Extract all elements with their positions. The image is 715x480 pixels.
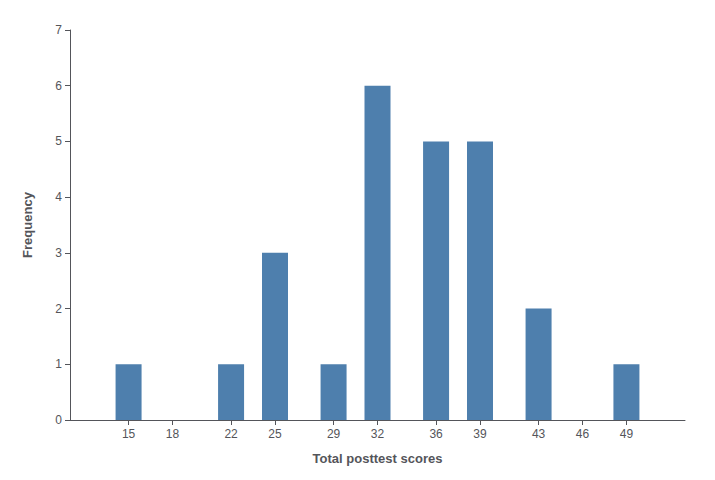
svg-text:36: 36 <box>429 427 443 441</box>
svg-text:29: 29 <box>327 427 341 441</box>
svg-text:25: 25 <box>268 427 282 441</box>
svg-text:0: 0 <box>55 413 62 427</box>
svg-text:32: 32 <box>371 427 385 441</box>
svg-text:15: 15 <box>122 427 136 441</box>
svg-text:1: 1 <box>55 357 62 371</box>
svg-text:6: 6 <box>55 79 62 93</box>
svg-text:39: 39 <box>473 427 487 441</box>
svg-text:49: 49 <box>620 427 634 441</box>
svg-text:2: 2 <box>55 302 62 316</box>
svg-text:22: 22 <box>224 427 238 441</box>
svg-text:18: 18 <box>166 427 180 441</box>
svg-text:5: 5 <box>55 134 62 148</box>
svg-text:46: 46 <box>576 427 590 441</box>
svg-text:3: 3 <box>55 246 62 260</box>
svg-text:4: 4 <box>55 190 62 204</box>
svg-text:Total posttest scores: Total posttest scores <box>313 451 443 466</box>
svg-text:43: 43 <box>532 427 546 441</box>
svg-text:Frequency: Frequency <box>20 191 35 258</box>
svg-text:7: 7 <box>55 23 62 37</box>
